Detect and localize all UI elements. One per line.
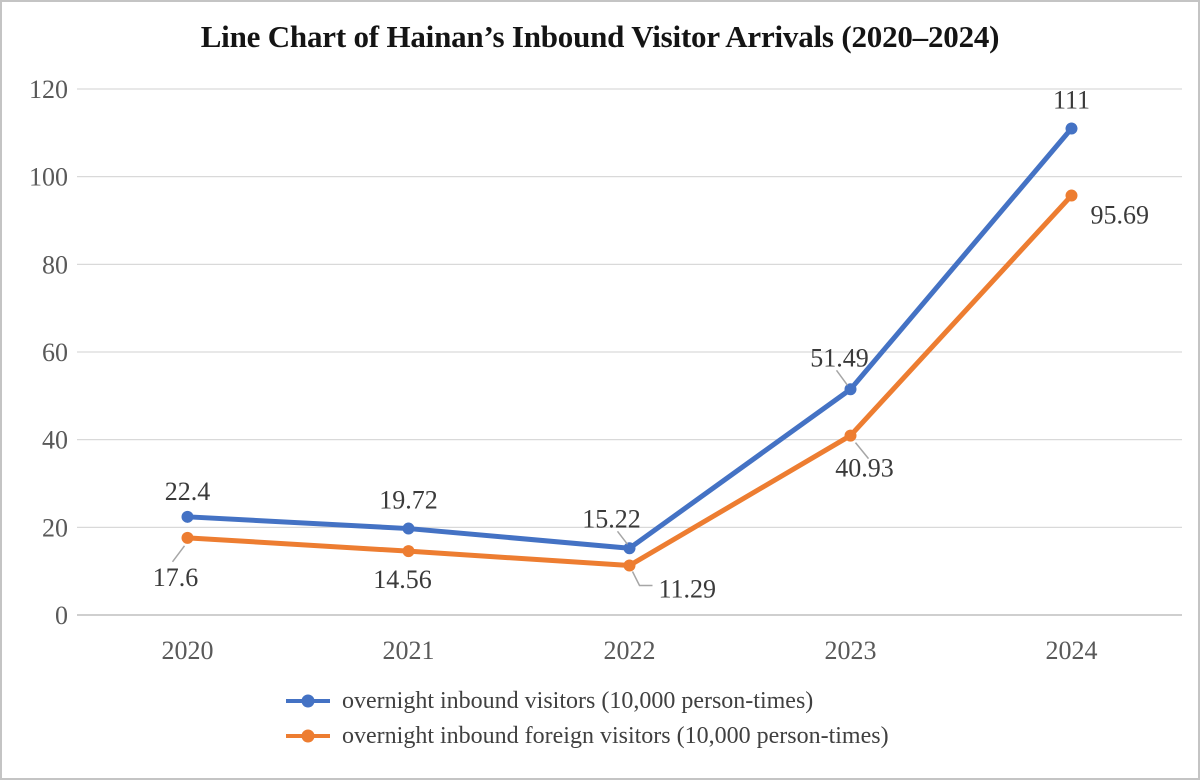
- label-leader-line: [616, 530, 629, 545]
- x-tick-label-2020: 2020: [162, 636, 214, 665]
- data-point-2021: [402, 545, 415, 558]
- data-point-2022: [623, 559, 636, 572]
- y-tick-label-20: 20: [42, 513, 68, 542]
- legend-marker-line-dot-icon: [286, 694, 330, 708]
- data-label-11.29: 11.29: [659, 575, 717, 604]
- data-label-111: 111: [1053, 85, 1090, 114]
- x-tick-label-2021: 2021: [383, 636, 435, 665]
- label-leader-line: [171, 545, 186, 563]
- data-point-2024: [1065, 122, 1078, 135]
- legend-item-overnight-inbound-foreign-visitors: overnight inbound foreign visitors (10,0…: [285, 724, 889, 748]
- data-point-2023: [844, 383, 857, 396]
- data-point-2021: [402, 522, 415, 535]
- data-label-95.69: 95.69: [1091, 201, 1150, 230]
- legend-item-overnight-inbound-visitors: overnight inbound visitors (10,000 perso…: [285, 689, 889, 713]
- data-label-14.56: 14.56: [373, 565, 432, 594]
- y-tick-label-80: 80: [42, 250, 68, 279]
- data-point-2020: [181, 510, 194, 523]
- data-point-2020: [181, 531, 194, 544]
- x-tick-label-2024: 2024: [1046, 636, 1098, 665]
- legend: overnight inbound visitors (10,000 perso…: [285, 689, 889, 748]
- legend-label: overnight inbound foreign visitors (10,0…: [342, 723, 889, 749]
- y-tick-label-40: 40: [42, 426, 68, 455]
- data-label-22.4: 22.4: [165, 477, 211, 506]
- y-tick-label-60: 60: [42, 338, 68, 367]
- legend-marker-line-dot-icon: [286, 729, 330, 743]
- data-point-2022: [623, 542, 636, 555]
- data-label-51.49: 51.49: [810, 343, 869, 372]
- gridlines-group: [77, 88, 1182, 616]
- data-label-40.93: 40.93: [835, 454, 894, 483]
- data-point-2023: [844, 429, 857, 442]
- y-tick-label-120: 120: [29, 75, 68, 104]
- label-leader-line: [854, 442, 870, 460]
- data-labels-group: 22.4 19.72 15.22 51.49 111 17.6 14.56 11.29 40.9…: [153, 85, 1149, 603]
- label-leader-line: [835, 369, 849, 386]
- data-label-19.72: 19.72: [379, 486, 438, 515]
- x-tick-label-2022: 2022: [604, 636, 656, 665]
- y-tick-label-100: 100: [29, 163, 68, 192]
- legend-label: overnight inbound visitors (10,000 perso…: [342, 688, 814, 714]
- data-label-17.6: 17.6: [153, 563, 199, 592]
- chart-title: Line Chart of Hainan’s Inbound Visitor A…: [200, 19, 1000, 54]
- data-label-15.22: 15.22: [582, 504, 641, 533]
- x-tick-label-2023: 2023: [825, 636, 877, 665]
- series-group: [181, 122, 1078, 572]
- data-point-2024: [1065, 189, 1078, 202]
- axis-ticks-group: 0 20 40 60 80 100 120 2020 2021 2022 2023 2024: [29, 75, 1098, 665]
- y-tick-label-0: 0: [55, 601, 68, 630]
- label-leader-line: [631, 571, 653, 587]
